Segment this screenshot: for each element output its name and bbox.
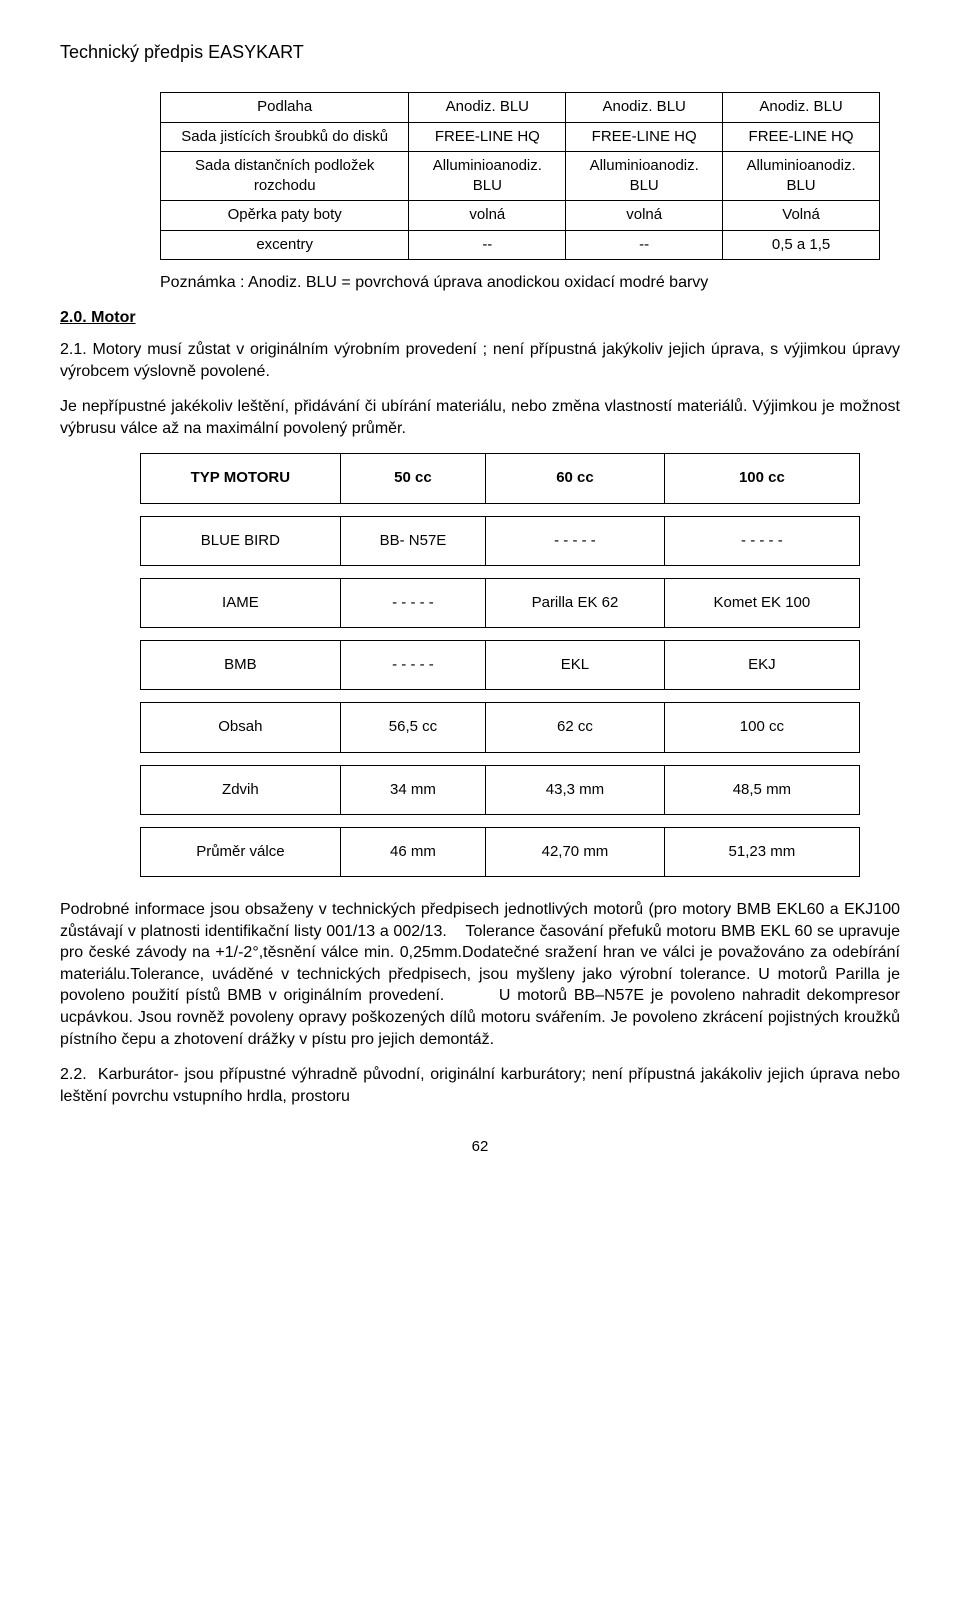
t2-r0-b: BB- N57E — [340, 516, 485, 565]
page-number: 62 — [60, 1137, 900, 1157]
para-2-1-b: Je nepřípustné jakékoliv leštění, přidáv… — [60, 396, 900, 439]
t1-r1-label: Sada jistících šroubků do disků — [161, 122, 409, 151]
section-motor-heading: 2.0. Motor — [60, 307, 900, 329]
t1-r2-c1: Alluminioanodiz. BLU — [409, 151, 566, 201]
doc-title: Technický předpis EASYKART — [60, 40, 900, 64]
note-anodiz: Poznámka : Anodiz. BLU = povrchová úprav… — [160, 272, 880, 294]
spacer — [141, 752, 860, 765]
t2-r1-d: Komet EK 100 — [664, 578, 859, 627]
t1-r0-c1: Anodiz. BLU — [409, 93, 566, 122]
spacer — [141, 814, 860, 827]
t2-r4-a: Zdvih — [141, 765, 341, 814]
t2-h-d: 100 cc — [664, 454, 859, 503]
t1-r0-c3: Anodiz. BLU — [723, 93, 880, 122]
t1-r4-c2: -- — [566, 230, 723, 259]
t1-r2-c3: Alluminioanodiz. BLU — [723, 151, 880, 201]
t2-r1-b: - - - - - — [340, 578, 485, 627]
t1-r3-c2: volná — [566, 201, 723, 230]
t1-r1-c2: FREE-LINE HQ — [566, 122, 723, 151]
t1-r4-c3: 0,5 a 1,5 — [723, 230, 880, 259]
t2-r0-a: BLUE BIRD — [141, 516, 341, 565]
t2-r1-c: Parilla EK 62 — [486, 578, 665, 627]
t1-r0-c2: Anodiz. BLU — [566, 93, 723, 122]
t1-r3-c3: Volná — [723, 201, 880, 230]
t2-r5-c: 42,70 mm — [486, 827, 665, 876]
t2-r3-a: Obsah — [141, 703, 341, 752]
t2-r0-c: - - - - - — [486, 516, 665, 565]
para-bottom: Podrobné informace jsou obsaženy v techn… — [60, 899, 900, 1050]
para-2-1-a: 2.1. Motory musí zůstat v originálním vý… — [60, 339, 900, 382]
t1-r4-label: excentry — [161, 230, 409, 259]
t2-r5-d: 51,23 mm — [664, 827, 859, 876]
t2-r5-b: 46 mm — [340, 827, 485, 876]
spacer — [141, 503, 860, 516]
spacer — [141, 628, 860, 641]
t2-r4-c: 43,3 mm — [486, 765, 665, 814]
t2-r2-b: - - - - - — [340, 641, 485, 690]
t2-r3-b: 56,5 cc — [340, 703, 485, 752]
t1-r3-label: Opěrka paty boty — [161, 201, 409, 230]
t1-r2-label: Sada distančních podložek rozchodu — [161, 151, 409, 201]
t2-r4-d: 48,5 mm — [664, 765, 859, 814]
table-components: Podlaha Anodiz. BLU Anodiz. BLU Anodiz. … — [160, 92, 880, 260]
table-motors: TYP MOTORU 50 cc 60 cc 100 cc BLUE BIRD … — [140, 453, 860, 877]
t2-h-c: 60 cc — [486, 454, 665, 503]
t2-r0-d: - - - - - — [664, 516, 859, 565]
t1-r3-c1: volná — [409, 201, 566, 230]
t1-r0-label: Podlaha — [161, 93, 409, 122]
t1-r2-c2: Alluminioanodiz. BLU — [566, 151, 723, 201]
spacer — [141, 690, 860, 703]
t1-r4-c1: -- — [409, 230, 566, 259]
t2-r1-a: IAME — [141, 578, 341, 627]
t2-h-a: TYP MOTORU — [141, 454, 341, 503]
para-2-2: 2.2. Karburátor- jsou přípustné výhradně… — [60, 1064, 900, 1107]
spacer — [141, 565, 860, 578]
t2-r2-d: EKJ — [664, 641, 859, 690]
t2-h-b: 50 cc — [340, 454, 485, 503]
t2-r5-a: Průměr válce — [141, 827, 341, 876]
t2-r3-d: 100 cc — [664, 703, 859, 752]
t2-r4-b: 34 mm — [340, 765, 485, 814]
t2-r3-c: 62 cc — [486, 703, 665, 752]
t2-r2-a: BMB — [141, 641, 341, 690]
t1-r1-c1: FREE-LINE HQ — [409, 122, 566, 151]
t1-r1-c3: FREE-LINE HQ — [723, 122, 880, 151]
t2-r2-c: EKL — [486, 641, 665, 690]
